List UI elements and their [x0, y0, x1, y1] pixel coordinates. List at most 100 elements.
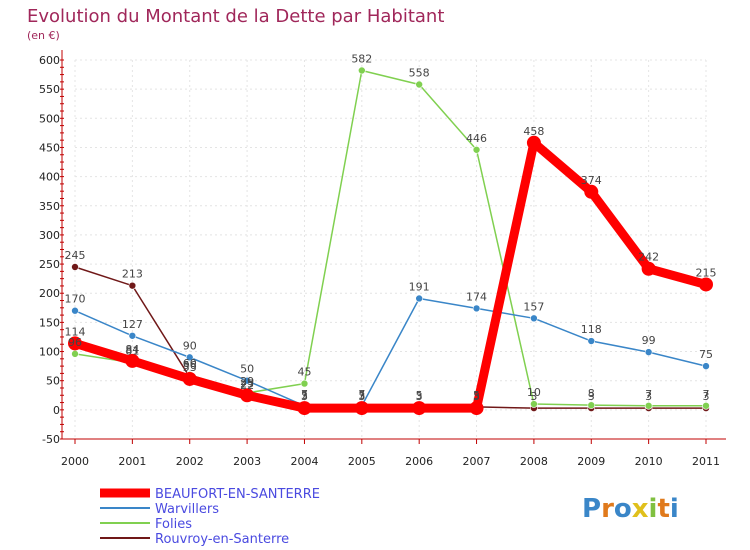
series-point-3	[71, 263, 79, 271]
data-label: 84	[125, 343, 139, 356]
data-label: 582	[351, 52, 372, 65]
data-label: 5	[358, 389, 365, 402]
data-label: 25	[240, 377, 254, 390]
series-point-1	[587, 337, 596, 345]
chart-title: Evolution du Montant de la Dette par Hab…	[27, 6, 444, 27]
data-label: 7	[301, 388, 308, 401]
data-label: 3	[645, 390, 652, 403]
legend-label: Folies	[155, 517, 192, 532]
y-tick-label: 400	[39, 171, 60, 184]
data-label: 22	[240, 379, 254, 392]
x-tick-label: 2001	[118, 455, 146, 468]
data-label: 96	[68, 336, 82, 349]
y-tick-label: 350	[39, 200, 60, 213]
series-point-1	[128, 331, 137, 340]
series-layer	[68, 66, 713, 416]
data-label: 81	[125, 345, 139, 358]
x-tick-label: 2010	[635, 455, 663, 468]
legend-label: Warvillers	[155, 502, 219, 517]
data-label: 3	[301, 390, 308, 403]
y-tick-label: 600	[39, 54, 60, 67]
series-point-1	[71, 306, 79, 315]
series-point-2	[530, 400, 538, 408]
series-point-0	[699, 277, 713, 292]
y-tick-label: 450	[39, 141, 60, 154]
data-label: 53	[183, 361, 197, 374]
series-line-2	[74, 69, 707, 407]
legend: BEAUFORT-EN-SANTERREWarvillersFoliesRouv…	[100, 487, 320, 547]
series-point-2	[644, 401, 653, 410]
y-tick-label: 250	[39, 258, 60, 271]
proxiti-logo: Proxiti	[582, 494, 679, 524]
data-label: 7	[703, 388, 710, 401]
series-point-0	[240, 388, 255, 403]
x-tick-label: 2002	[176, 455, 204, 468]
series-point-2	[472, 145, 481, 154]
data-label: 75	[699, 348, 713, 361]
x-tick-label: 2003	[233, 455, 261, 468]
series-point-0	[412, 401, 427, 416]
series-point-1	[415, 294, 423, 303]
series-point-2	[358, 66, 366, 75]
data-label: 170	[65, 293, 86, 306]
data-label: 5	[473, 389, 480, 402]
series-point-1	[702, 362, 710, 370]
series-point-1	[472, 304, 481, 313]
data-label: 3	[473, 390, 480, 403]
series-point-0	[182, 371, 197, 386]
data-label: 7	[645, 388, 652, 401]
data-label: 7	[358, 388, 365, 401]
x-tick-label: 2005	[348, 455, 376, 468]
y-tick-label: 500	[39, 112, 60, 125]
data-label: 10	[527, 386, 541, 399]
series-point-1	[185, 353, 194, 362]
data-label: 118	[581, 323, 602, 336]
x-tick-label: 2008	[520, 455, 548, 468]
data-label: 3	[703, 390, 710, 403]
series-point-2	[587, 401, 596, 409]
grid	[74, 59, 707, 439]
data-label: 242	[638, 251, 659, 264]
data-label: 3	[416, 390, 423, 403]
x-tick-label: 2009	[577, 455, 605, 468]
data-label: 458	[523, 125, 544, 138]
series-point-0	[584, 184, 599, 199]
data-label: 5	[416, 389, 423, 402]
data-label: 558	[409, 66, 430, 79]
legend-label: BEAUFORT-EN-SANTERRE	[155, 487, 320, 502]
y-tick-label: 200	[39, 287, 60, 300]
series-point-1	[243, 376, 251, 385]
series-point-0	[641, 261, 656, 276]
x-tick-label: 2011	[692, 455, 720, 468]
data-label: 3	[358, 390, 365, 403]
data-label: 157	[523, 300, 544, 313]
data-label: 50	[240, 363, 254, 376]
data-label: 90	[183, 339, 197, 352]
series-point-2	[415, 80, 423, 89]
y-tick-label: 300	[39, 229, 60, 242]
data-label: 215	[696, 266, 717, 279]
data-label: 3	[530, 390, 537, 403]
x-tick-label: 2006	[405, 455, 433, 468]
chart-subtitle: (en €)	[27, 29, 60, 42]
x-tick-label: 2007	[463, 455, 491, 468]
data-label: 5	[301, 389, 308, 402]
series-point-2	[702, 401, 710, 410]
series-point-1	[530, 314, 538, 323]
series-point-2	[300, 379, 309, 388]
data-label: 3	[588, 390, 595, 403]
data-label: 127	[122, 318, 143, 331]
y-tick-label: 100	[39, 346, 60, 359]
x-tick-label: 2000	[61, 455, 89, 468]
data-label: 174	[466, 290, 487, 303]
data-label: 446	[466, 132, 487, 145]
legend-label: Rouvroy-en-Santerre	[155, 532, 289, 547]
series-point-0	[125, 353, 140, 368]
series-line-3	[74, 266, 707, 409]
series-point-0	[469, 401, 484, 416]
series-point-0	[68, 336, 82, 351]
series-point-0	[354, 401, 369, 416]
x-tick-label: 2004	[290, 455, 318, 468]
